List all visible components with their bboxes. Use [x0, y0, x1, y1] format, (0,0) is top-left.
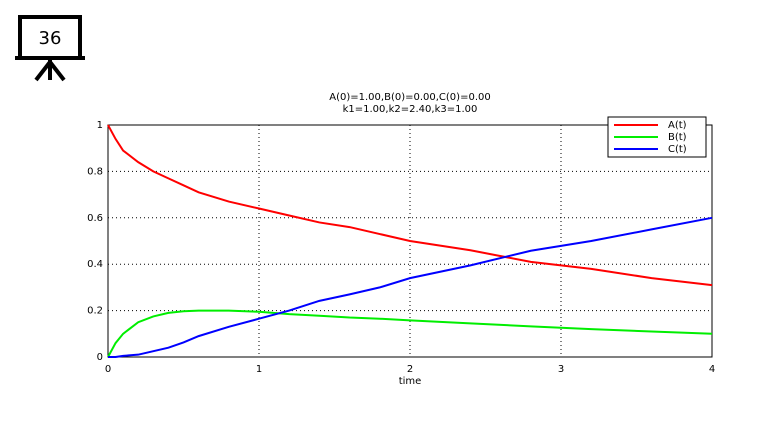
- slide-icon: 36: [15, 15, 85, 82]
- y-tick-label: 0.8: [87, 166, 103, 177]
- legend-label: B(t): [668, 132, 687, 143]
- x-tick-label: 2: [407, 364, 413, 375]
- chart-title: k1=1.00,k2=2.40,k3=1.00: [343, 104, 478, 115]
- series-line: [107, 309, 713, 358]
- legend-label: A(t): [668, 120, 687, 131]
- y-tick-label: 0: [97, 352, 103, 363]
- plot-frame: [107, 124, 713, 358]
- y-tick-label: 1: [97, 120, 103, 131]
- y-tick-label: 0.4: [87, 259, 103, 270]
- x-axis-label: time: [399, 376, 422, 387]
- slide-number: 36: [39, 28, 62, 49]
- y-tick-label: 0.2: [87, 306, 103, 317]
- x-tick-label: 0: [105, 364, 111, 375]
- series-line: [108, 216, 713, 358]
- x-tick-label: 3: [558, 364, 564, 375]
- y-tick-label: 0.6: [87, 213, 103, 224]
- x-tick-label: 1: [256, 364, 262, 375]
- series-line: [107, 124, 713, 287]
- chart-title: A(0)=1.00,B(0)=0.00,C(0)=0.00: [329, 92, 490, 103]
- legend-label: C(t): [668, 144, 687, 155]
- x-tick-label: 4: [709, 364, 715, 375]
